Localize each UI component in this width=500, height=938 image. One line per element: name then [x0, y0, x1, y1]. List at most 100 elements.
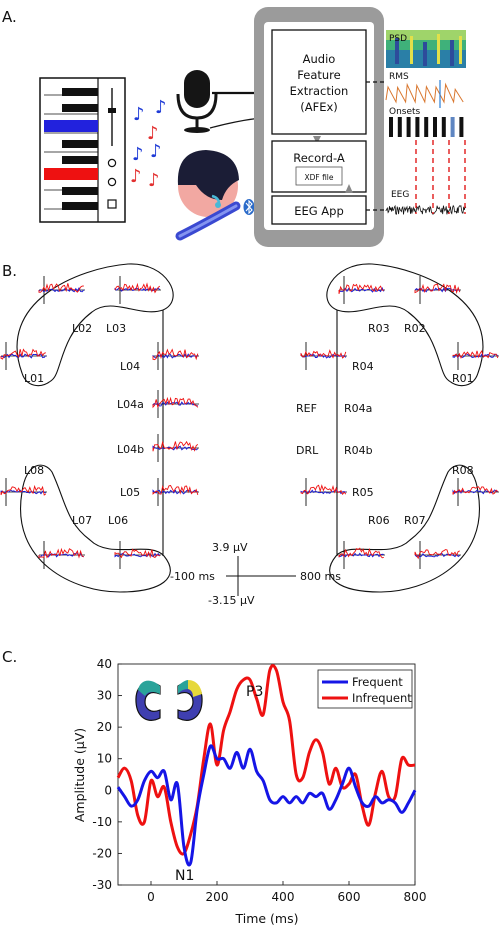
chart-legend: Frequent Infrequent — [317, 669, 413, 709]
x-tick-label: 800 — [404, 890, 427, 904]
head-eeg-icon — [175, 150, 241, 241]
trace-infrequent — [38, 283, 84, 293]
y-tick-label: 40 — [97, 657, 112, 671]
trace-infrequent — [414, 549, 460, 560]
record-a-box: Record-A XDF file — [271, 140, 367, 193]
y-axis-label: Amplitude (μV) — [72, 728, 87, 822]
keyboard-icon — [39, 77, 126, 223]
eeg-label: EEG — [391, 190, 409, 200]
trace-infrequent — [152, 348, 199, 361]
trace-frequent — [338, 286, 385, 293]
onset-markers — [415, 140, 466, 214]
channel-label-r02: R02 — [404, 322, 426, 335]
channel-label-r01: R01 — [452, 372, 474, 385]
channel-label-r04: R04 — [352, 360, 374, 373]
channel-label-r04b: R04b — [344, 444, 373, 457]
trace-frequent — [452, 353, 499, 359]
trace-infrequent — [114, 282, 161, 294]
afex-box: Audio Feature Extraction (AFEx) — [271, 29, 367, 135]
series-line-frequent — [116, 744, 417, 867]
trace-infrequent — [300, 349, 347, 359]
svg-text:♪: ♪ — [150, 141, 162, 162]
trace-frequent — [300, 352, 347, 359]
eeg-app-box: EEG App — [271, 195, 367, 225]
channel-label-r05: R05 — [352, 486, 374, 499]
afex-line-3: Extraction — [290, 84, 349, 98]
onsets-label: Onsets — [389, 107, 421, 117]
panel-b-label: B. — [2, 262, 17, 280]
arrow-down-icon — [313, 136, 321, 144]
left-ear-outline — [16, 263, 174, 593]
bluetooth-icon — [243, 199, 255, 215]
x-axis-label: Time (ms) — [234, 911, 298, 926]
onset-bar — [397, 117, 402, 137]
onset-bar — [441, 117, 446, 137]
legend-label-frequent: Frequent — [352, 675, 403, 689]
ear-electrode-inset-icon — [135, 680, 203, 721]
afex-line-2: Feature — [297, 68, 340, 82]
trace-frequent — [338, 552, 384, 558]
y-tick-label: 0 — [104, 783, 112, 797]
trace-frequent — [114, 552, 161, 558]
panel-c-label: C. — [2, 648, 17, 666]
legend-label-infrequent: Infrequent — [352, 691, 412, 705]
trace-infrequent — [152, 484, 199, 496]
channel-label-l04: L04 — [120, 360, 140, 373]
x-tick-label: 200 — [206, 890, 229, 904]
channel-label-l04a: L04a — [117, 398, 144, 411]
x-tick-label: 400 — [272, 890, 295, 904]
rms-plot: RMS — [385, 70, 466, 108]
channel-label-l06: L06 — [108, 514, 128, 527]
eeg-trace: EEG — [385, 190, 467, 215]
trace-infrequent — [38, 547, 85, 559]
record-a-label: Record-A — [293, 151, 345, 165]
scale-right-label: 800 ms — [300, 570, 341, 583]
onsets-plot: Onsets — [386, 107, 466, 138]
scale-bar: 3.9 µV -3.15 µV -100 ms 800 ms — [170, 541, 341, 607]
psd-spectrogram: PSD — [386, 30, 466, 68]
onset-bar — [424, 117, 429, 137]
trace-frequent — [414, 552, 461, 558]
trace-infrequent — [414, 283, 461, 295]
ref-label: REF — [296, 402, 317, 415]
svg-text:♪: ♪ — [133, 104, 145, 125]
onset-bar — [406, 117, 411, 137]
trace-infrequent — [0, 484, 47, 496]
afex-line-1: Audio — [303, 52, 336, 66]
channel-label-r03: R03 — [368, 322, 390, 335]
series-line-infrequent — [116, 664, 416, 856]
right-channel-labels: R01 R02 R03 R04 R04a R04b R05 R06 R07 R0… — [296, 322, 474, 527]
key-blue — [44, 120, 98, 132]
peak-label-p3: P3 — [246, 684, 263, 700]
channel-erp-traces — [0, 276, 499, 569]
trace-infrequent — [114, 548, 161, 559]
channel-label-l04b: L04b — [117, 443, 144, 456]
psd-label: PSD — [389, 34, 407, 44]
peak-label-n1: N1 — [175, 868, 194, 884]
rms-label: RMS — [389, 72, 409, 82]
channel-label-r04a: R04a — [344, 402, 372, 415]
channel-label-l07: L07 — [72, 514, 92, 527]
onset-bar — [415, 117, 420, 137]
svg-text:♪: ♪ — [148, 170, 160, 191]
y-tick-label: 10 — [97, 752, 112, 766]
music-note-icons: ♪ ♪ ♪ ♪ ♪ ♪ ♪ — [130, 97, 167, 191]
x-tick-label: 0 — [147, 890, 155, 904]
drl-label: DRL — [296, 444, 319, 457]
y-tick-label: -20 — [92, 846, 112, 860]
eeg-app-label: EEG App — [294, 204, 344, 218]
channel-label-l01: L01 — [24, 372, 44, 385]
svg-text:♪: ♪ — [132, 144, 144, 165]
left-channel-labels: L01 L02 L03 L04 L04a L04b L05 L06 L07 L0… — [24, 322, 144, 527]
afex-line-4: (AFEx) — [300, 100, 338, 114]
svg-text:♪: ♪ — [155, 97, 167, 118]
channel-label-l02: L02 — [72, 322, 92, 335]
panel-c: C. 0 200 400 600 800 40 30 20 10 0 -10 -20 -30 Time… — [2, 648, 426, 926]
y-tick-label: -10 — [92, 815, 112, 829]
x-tick-label: 600 — [338, 890, 361, 904]
trace-infrequent — [338, 547, 384, 559]
trace-frequent — [414, 287, 460, 293]
onset-bar — [459, 117, 464, 137]
trace-infrequent — [338, 283, 384, 295]
